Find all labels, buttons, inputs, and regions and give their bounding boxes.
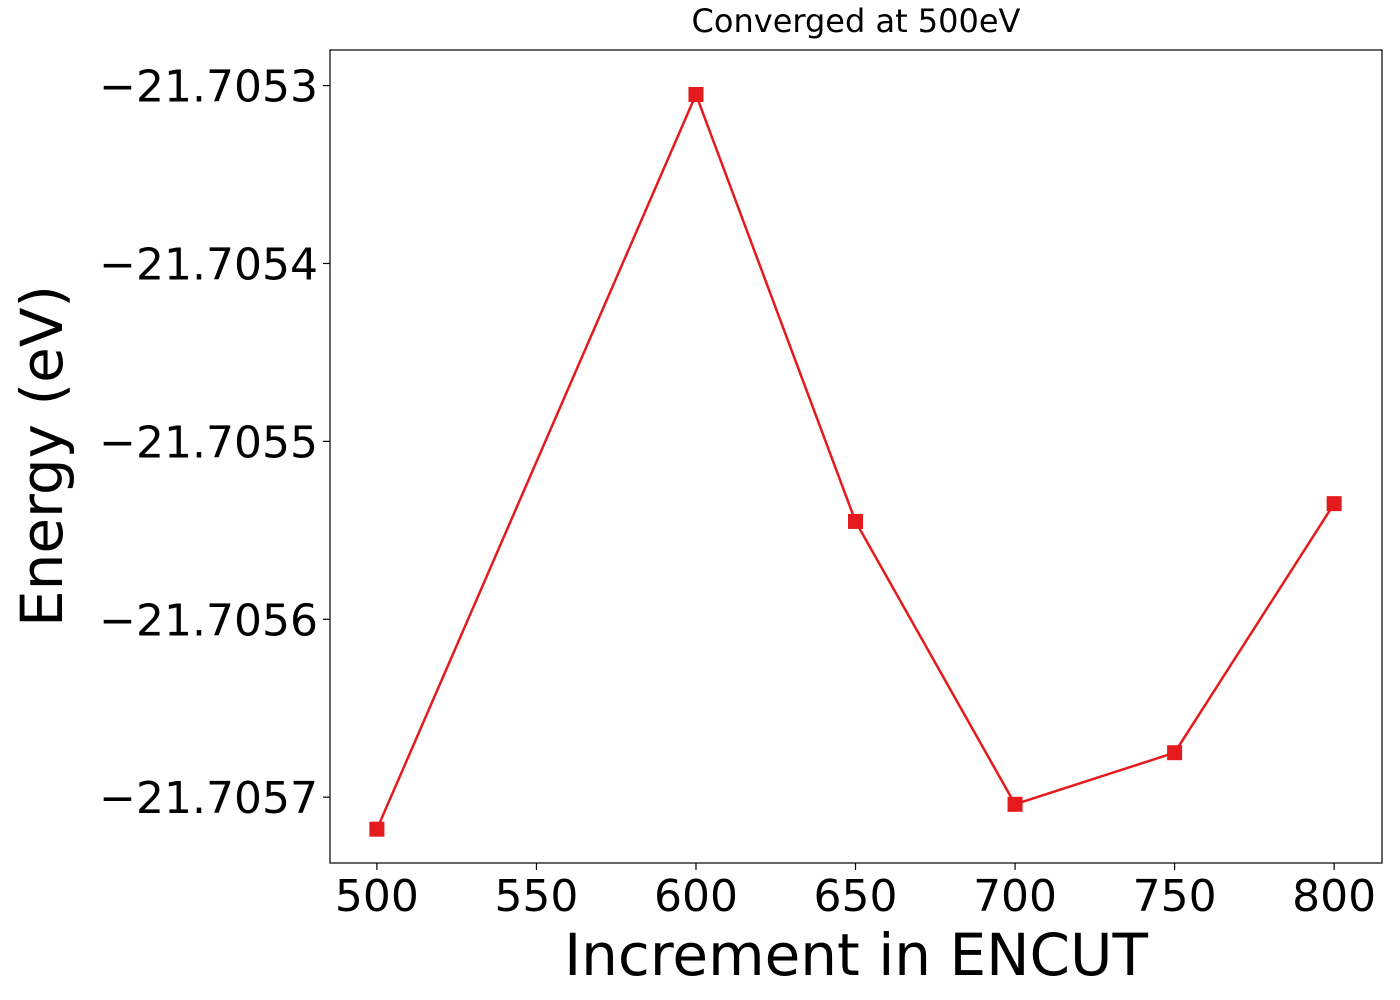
x-tick-label: 500	[335, 871, 419, 922]
plot-frame	[329, 49, 1383, 864]
point-marker	[1007, 796, 1023, 812]
x-tick-label: 700	[973, 871, 1057, 922]
x-tick-label: 550	[494, 871, 578, 922]
point-marker	[1326, 496, 1342, 512]
y-axis-label: Energy (eV)	[8, 285, 76, 627]
point-marker	[369, 821, 385, 837]
series-line	[375, 91, 1336, 830]
point-marker	[688, 86, 704, 102]
y-tick-label: −21.7056	[99, 595, 318, 646]
point-marker	[1167, 745, 1183, 761]
y-tick-label: −21.7053	[99, 62, 318, 113]
x-tick-label: 750	[1133, 871, 1217, 922]
x-axis-label: Increment in ENCUT	[564, 921, 1148, 989]
x-tick-label: 650	[814, 871, 898, 922]
point-marker	[848, 513, 864, 529]
x-tick-label: 800	[1292, 871, 1376, 922]
chart-title: Converged at 500eV	[692, 2, 1021, 40]
y-tick-label: −21.7055	[99, 417, 318, 468]
y-tick-label: −21.7054	[99, 239, 318, 290]
x-tick-label: 600	[654, 871, 738, 922]
y-tick-label: −21.7057	[99, 773, 318, 824]
